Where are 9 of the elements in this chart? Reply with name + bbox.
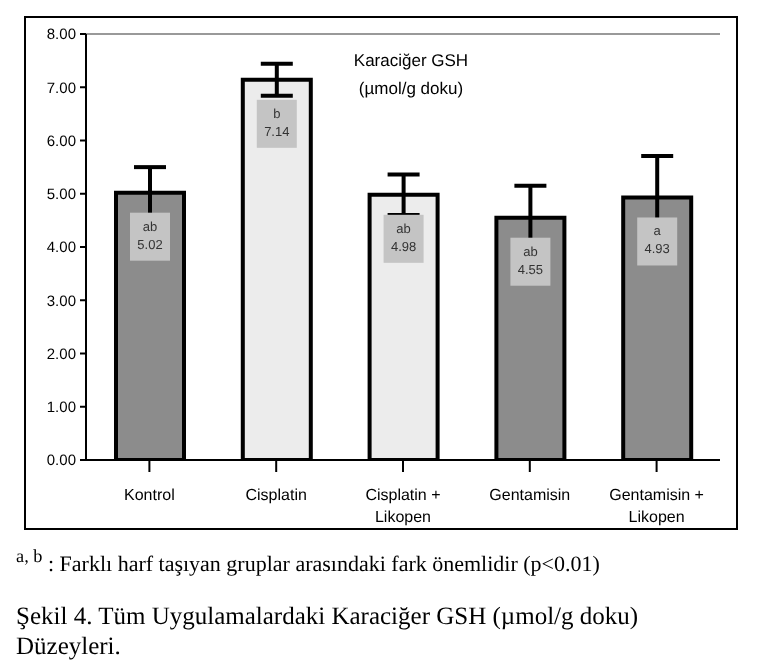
x-tick-label: Cisplatin + Likopen <box>365 486 442 526</box>
x-tick-label: Kontrol <box>124 486 176 504</box>
x-tick-label: Cisplatin <box>245 486 307 504</box>
x-tick-label: Gentamisin <box>489 486 571 504</box>
text: $^{a, b}$ : Farklı harf taşıyan gruplar arasındaki fark önemlidir (p<0.01) <box>16 544 602 582</box>
text: (µmol/g doku) <box>356 76 466 102</box>
text: Şekil 4. Tüm Uygulamalardaki Karaciğer GSH (µmol/g doku) Düzeyleri. <box>16 601 641 662</box>
text: Karaciğer GSH <box>351 48 471 74</box>
x-tick-label: Gentamisin + Likopen <box>609 486 705 526</box>
